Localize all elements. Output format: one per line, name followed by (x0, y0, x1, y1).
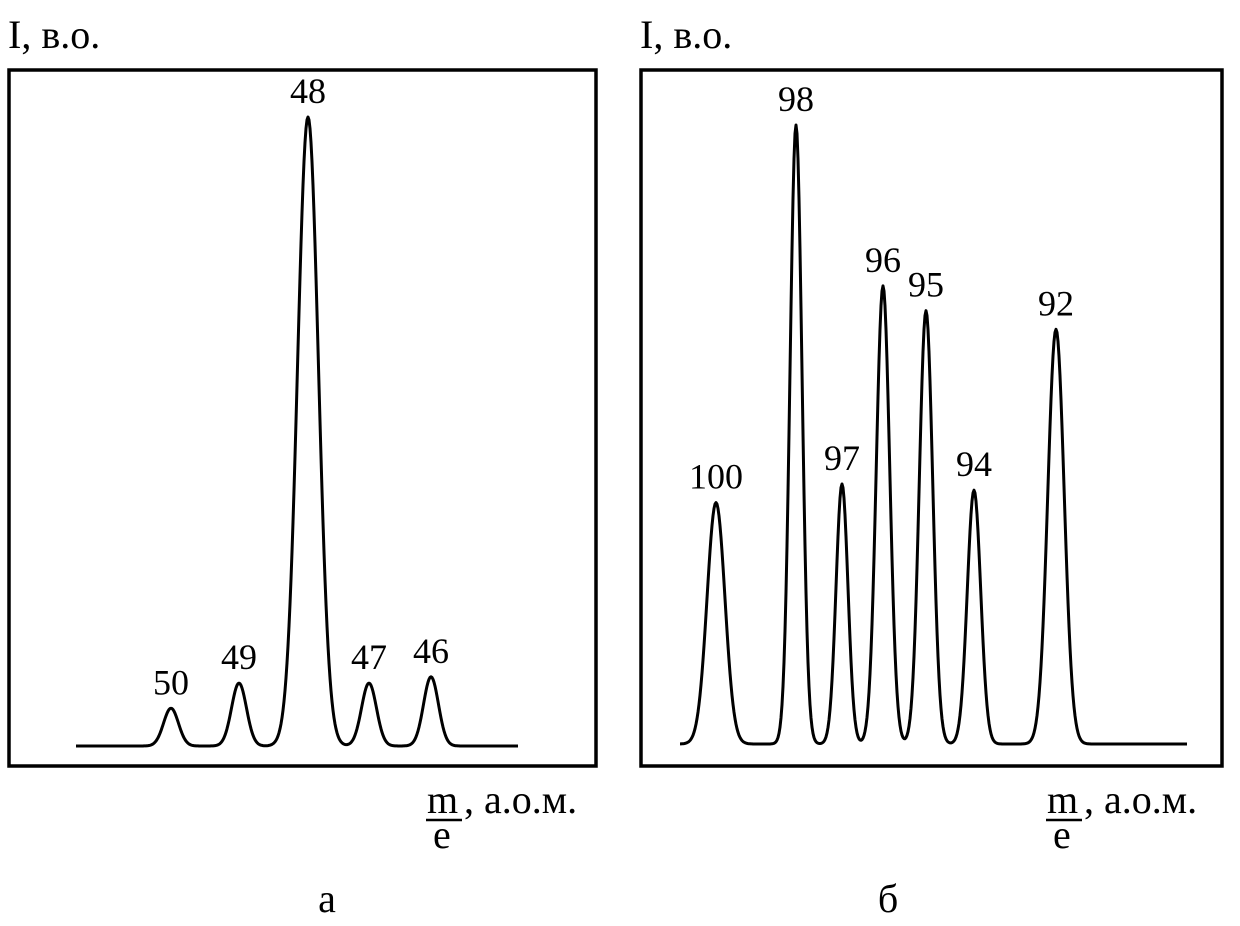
x-axis-label-denominator-a: e (433, 812, 451, 857)
peak-label-97: 97 (824, 438, 860, 478)
plot-frame-b (639, 68, 1224, 768)
peak-label-47: 47 (351, 637, 387, 677)
peak-label-92: 92 (1038, 283, 1074, 323)
peak-label-96: 96 (865, 240, 901, 280)
x-axis-label-denominator-b: e (1053, 812, 1071, 857)
peak-label-98: 98 (778, 79, 814, 119)
y-axis-label-b: I, в.о. (640, 12, 732, 57)
y-axis-label-a: I, в.о. (8, 12, 100, 57)
spectrum-line-b (679, 123, 1188, 746)
panel-label-a: а (318, 876, 336, 921)
panel-a: I, в.о. 50 49 48 47 46 m e , а.о.м. а (7, 12, 598, 921)
peak-labels-a: 50 49 48 47 46 (153, 71, 449, 702)
x-axis-label-unit-b: , а.о.м. (1084, 777, 1197, 822)
x-axis-label-unit-a: , а.о.м. (464, 777, 577, 822)
panel-label-b: б (878, 876, 898, 921)
spectrum-line-a (75, 115, 519, 748)
peak-label-94: 94 (956, 444, 992, 484)
x-axis-label-numerator-a: m (427, 777, 458, 822)
peak-label-48: 48 (290, 71, 326, 111)
peak-label-95: 95 (908, 265, 944, 305)
peak-label-100: 100 (689, 457, 743, 497)
peak-label-49: 49 (221, 637, 257, 677)
x-axis-label-numerator-b: m (1047, 777, 1078, 822)
peak-label-46: 46 (413, 631, 449, 671)
peak-label-50: 50 (153, 662, 189, 702)
plot-frame-a (7, 68, 598, 768)
